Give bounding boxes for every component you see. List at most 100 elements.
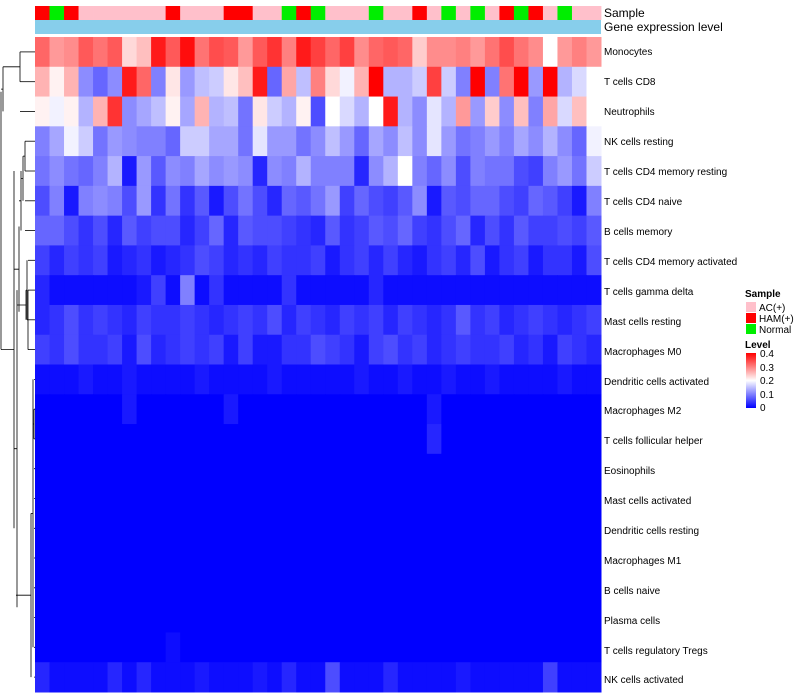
heatmap-cell (180, 364, 196, 395)
heatmap-cells (35, 37, 602, 693)
heatmap-cell (339, 483, 355, 514)
sample-cell (571, 6, 587, 20)
heatmap-cell (223, 453, 239, 485)
heatmap-cell (513, 453, 529, 485)
heatmap-cell (470, 513, 486, 544)
heatmap-cell (78, 543, 94, 574)
heatmap-cell (35, 275, 51, 306)
heatmap-cell (383, 66, 399, 98)
heatmap-cell (513, 602, 529, 633)
heatmap-cell (180, 245, 196, 276)
heatmap-cell (499, 543, 515, 574)
heatmap-cell (223, 156, 239, 187)
heatmap-cell (499, 126, 515, 157)
heatmap-cell (542, 483, 558, 514)
sample-cell (223, 6, 239, 20)
heatmap-cell (484, 245, 500, 276)
heatmap-cell (397, 424, 413, 455)
heatmap-cell (78, 275, 94, 306)
heatmap-cell (194, 453, 210, 485)
heatmap-cell (441, 245, 457, 276)
heatmap-cell (267, 334, 283, 365)
track-label-sample: Sample (604, 6, 645, 20)
heatmap-cell (223, 483, 239, 514)
heatmap-cell (441, 632, 457, 663)
heatmap-cell (238, 66, 254, 98)
heatmap-cell (296, 66, 312, 98)
heatmap-cell (557, 483, 573, 514)
heatmap-cell (383, 304, 399, 336)
heatmap-cell (78, 364, 94, 395)
heatmap-cell (238, 364, 254, 395)
heatmap-cell (499, 96, 515, 127)
heatmap-cell (383, 602, 399, 633)
heatmap-cell (513, 424, 529, 455)
track-label-expression: Gene expression level (604, 20, 723, 34)
heatmap-cell (35, 37, 51, 68)
heatmap-cell (209, 394, 225, 425)
heatmap-cell (122, 96, 138, 127)
heatmap-cell (383, 662, 399, 693)
heatmap-cell (441, 275, 457, 306)
heatmap-cell (499, 394, 515, 425)
heatmap-cell (78, 394, 94, 425)
heatmap-cell (412, 304, 428, 336)
legend-level-tick: 0.4 (760, 349, 774, 360)
heatmap-cell (209, 513, 225, 544)
heatmap-cell (542, 364, 558, 395)
heatmap-cell (64, 394, 80, 425)
heatmap-cell (267, 185, 283, 217)
heatmap-cell (107, 364, 123, 395)
heatmap-cell (339, 424, 355, 455)
heatmap-cell (165, 394, 181, 425)
heatmap-cell (368, 394, 384, 425)
heatmap-cell (296, 632, 312, 663)
heatmap-cell (78, 185, 94, 217)
heatmap-cell (542, 513, 558, 544)
dendrogram-branch (14, 290, 18, 608)
heatmap-cell (238, 304, 254, 336)
heatmap-cell (325, 364, 341, 395)
heatmap-cell (397, 126, 413, 157)
heatmap-cell (49, 96, 65, 127)
heatmap-cell (151, 483, 167, 514)
legend-level-colorbar (746, 353, 756, 408)
heatmap-cell (252, 96, 268, 127)
heatmap-cell (151, 304, 167, 336)
heatmap-cell (122, 37, 138, 68)
heatmap-cell (470, 543, 486, 574)
heatmap-cell (368, 632, 384, 663)
heatmap-cell (194, 543, 210, 574)
heatmap-cell (586, 37, 602, 68)
heatmap-cell (441, 334, 457, 365)
heatmap-cell (455, 394, 471, 425)
heatmap-cell (209, 126, 225, 157)
heatmap-cell (484, 126, 500, 157)
sample-cell (122, 6, 137, 20)
heatmap-cell (470, 37, 486, 68)
sample-cell (528, 6, 544, 20)
heatmap-cell (339, 215, 355, 246)
heatmap-cell (93, 215, 109, 246)
heatmap-cell (49, 453, 65, 485)
heatmap-cell (397, 304, 413, 336)
heatmap-cell (339, 543, 355, 574)
heatmap-cell (281, 543, 297, 574)
sample-cell (586, 6, 602, 20)
sample-cell (325, 6, 341, 20)
heatmap-cell (223, 304, 239, 336)
heatmap-cell (426, 96, 442, 127)
heatmap-cell (252, 424, 268, 455)
heatmap-cell (209, 275, 225, 306)
heatmap-cell (528, 37, 544, 68)
heatmap-cell (383, 424, 399, 455)
sample-cell (513, 6, 529, 20)
heatmap-cell (238, 185, 254, 217)
heatmap-cell (470, 334, 486, 365)
heatmap-cell (426, 424, 442, 455)
heatmap-cell (238, 394, 254, 425)
heatmap-cell (64, 513, 80, 544)
heatmap-cell (151, 275, 167, 306)
heatmap-cell (267, 453, 283, 485)
heatmap-cell (223, 275, 239, 306)
